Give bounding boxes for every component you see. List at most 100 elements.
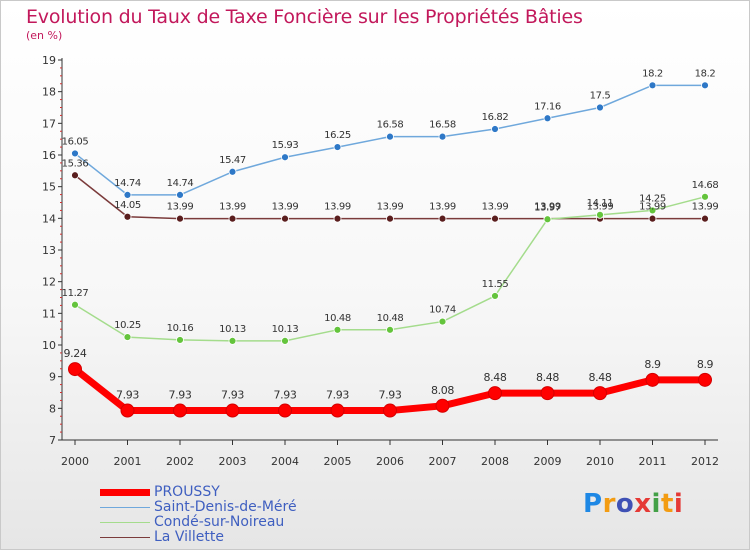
legend-swatch — [100, 506, 150, 509]
data-point — [593, 386, 607, 401]
data-label: 13.99 — [167, 202, 194, 213]
logo-letter: x — [634, 489, 652, 519]
proxiti-logo: Proxiti — [583, 489, 683, 519]
series-layer — [68, 81, 712, 418]
data-point — [123, 190, 132, 199]
data-label: 15.36 — [62, 158, 89, 169]
data-label: 10.48 — [324, 313, 351, 324]
data-label: 17.16 — [534, 101, 561, 112]
y-tick-label: 15 — [42, 181, 56, 194]
logo-letter: r — [602, 489, 616, 519]
data-point — [596, 210, 604, 219]
data-point — [648, 206, 657, 215]
y-tick-label: 13 — [42, 244, 56, 257]
y-tick-label: 17 — [42, 117, 56, 130]
x-tick-label: 2008 — [481, 455, 509, 468]
data-point — [701, 81, 709, 90]
data-point — [228, 336, 237, 345]
x-tick-label: 2000 — [61, 455, 89, 468]
data-point — [438, 317, 447, 326]
data-label: 10.25 — [114, 320, 141, 331]
data-label: 10.13 — [272, 324, 299, 335]
legend-swatch — [100, 489, 150, 496]
y-tick-label: 7 — [49, 434, 56, 447]
data-point — [176, 336, 184, 344]
logo-letter: t — [660, 489, 674, 519]
legend-swatch — [100, 521, 150, 524]
x-tick-label: 2002 — [166, 455, 194, 468]
data-label: 8.9 — [697, 358, 714, 371]
data-label: 18.2 — [642, 68, 663, 79]
data-label: 10.74 — [429, 305, 456, 316]
data-label: 14.05 — [114, 200, 141, 211]
data-label: 13.99 — [219, 202, 246, 213]
legend-label: Saint-Denis-de-Méré — [154, 499, 297, 515]
data-point — [123, 333, 132, 341]
data-label: 10.13 — [219, 324, 246, 335]
data-point — [228, 214, 237, 223]
data-point — [228, 167, 237, 176]
data-label: 9.24 — [64, 347, 87, 360]
legend-swatch — [100, 536, 150, 539]
data-point — [333, 325, 342, 334]
data-label: 8.48 — [589, 371, 612, 384]
data-point — [333, 214, 342, 223]
data-point — [488, 386, 502, 401]
data-point — [698, 372, 712, 387]
data-point — [281, 214, 289, 223]
data-label: 13.99 — [534, 202, 561, 213]
data-label: 10.16 — [167, 323, 194, 334]
data-label: 13.99 — [272, 202, 299, 213]
data-point — [701, 214, 709, 223]
data-point — [701, 192, 709, 201]
data-label: 16.25 — [324, 130, 351, 141]
data-point — [120, 403, 135, 418]
data-point — [176, 214, 184, 223]
data-point — [648, 214, 657, 223]
data-label: 8.48 — [536, 371, 559, 384]
series-0 — [68, 362, 712, 418]
data-label: 13.99 — [482, 202, 509, 213]
data-label: 7.93 — [379, 389, 402, 402]
data-label: 7.93 — [274, 389, 297, 402]
data-point — [383, 403, 397, 418]
data-label: 13.99 — [429, 202, 456, 213]
y-tick-label: 11 — [42, 307, 56, 320]
data-point — [71, 149, 79, 158]
data-point — [435, 398, 450, 413]
data-point — [645, 372, 660, 387]
data-point — [330, 403, 345, 418]
data-label: 8.9 — [644, 358, 661, 371]
data-label: 15.47 — [219, 155, 246, 166]
data-point — [173, 403, 187, 418]
data-point — [386, 325, 394, 334]
x-tick-label: 2003 — [219, 455, 247, 468]
data-point — [281, 336, 289, 345]
data-point — [491, 125, 499, 133]
legend-label: Condé-sur-Noireau — [154, 514, 285, 530]
data-point — [71, 171, 79, 180]
data-point — [278, 403, 292, 418]
data-label: 7.93 — [326, 389, 349, 402]
series-1 — [71, 81, 709, 199]
data-point — [281, 153, 289, 162]
data-label: 8.08 — [431, 384, 454, 397]
data-point — [123, 212, 132, 221]
y-tick-label: 19 — [42, 54, 56, 67]
logo-letter: i — [651, 489, 661, 519]
data-label: 7.93 — [116, 389, 139, 402]
series-2 — [71, 192, 709, 345]
data-label: 13.99 — [377, 202, 404, 213]
data-point — [386, 132, 394, 141]
data-point — [491, 214, 499, 223]
data-label: 11.55 — [482, 279, 509, 290]
data-point — [540, 386, 555, 401]
y-tick-label: 12 — [42, 276, 56, 289]
data-label: 18.2 — [695, 68, 716, 79]
data-label: 11.27 — [62, 288, 89, 299]
data-label: 14.25 — [639, 193, 666, 204]
y-tick-label: 10 — [42, 339, 56, 352]
data-point — [225, 403, 240, 418]
x-tick-label: 2012 — [691, 455, 719, 468]
